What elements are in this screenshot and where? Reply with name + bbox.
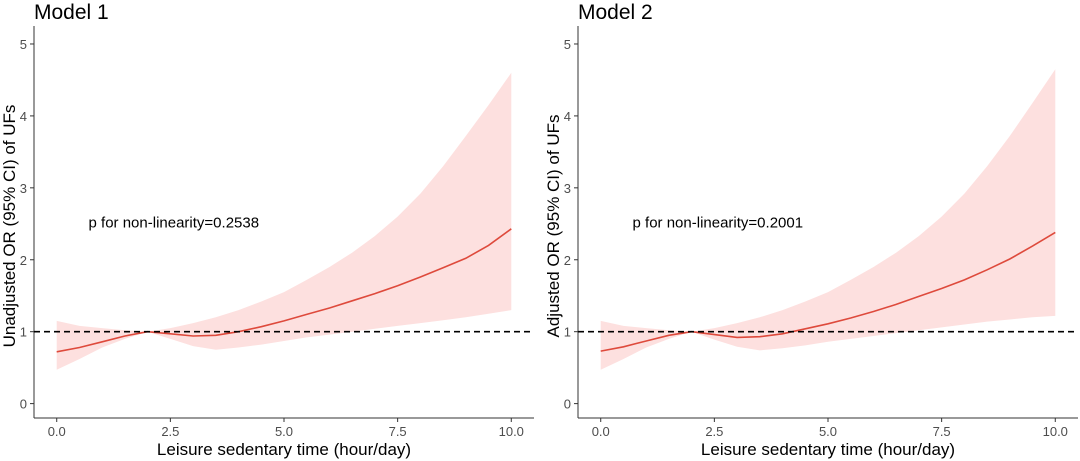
non-linearity-annotation: p for non-linearity=0.2538 [89, 214, 260, 231]
x-tick-label: 5.0 [819, 424, 837, 439]
y-tick-label: 1 [20, 325, 27, 340]
y-tick-label: 5 [564, 37, 571, 52]
y-tick-label: 5 [20, 37, 27, 52]
x-tick-label: 0.0 [48, 424, 66, 439]
y-tick-label: 1 [564, 325, 571, 340]
or-curve [600, 231, 1056, 352]
chart-title: Model 1 [34, 1, 109, 24]
x-tick-label: 10.0 [499, 424, 524, 439]
or-curve [56, 228, 512, 353]
y-axis-title: Adjusted OR (95% CI) of UFs [544, 115, 563, 338]
x-tick-label: 7.5 [389, 424, 407, 439]
y-tick-label: 2 [564, 253, 571, 268]
chart-title: Model 2 [578, 1, 653, 24]
x-tick-label: 2.5 [705, 424, 723, 439]
x-tick-label: 10.0 [1043, 424, 1068, 439]
y-tick-label: 0 [564, 397, 571, 412]
x-tick-label: 5.0 [275, 424, 293, 439]
panel-model-1: Model 1 Unadjusted OR (95% CI) of UFs Le… [0, 1, 534, 459]
x-axis-title: Leisure sedentary time (hour/day) [701, 440, 955, 459]
x-tick-label: 0.0 [592, 424, 610, 439]
x-axis-title: Leisure sedentary time (hour/day) [157, 440, 411, 459]
y-tick-label: 3 [20, 181, 27, 196]
y-tick-label: 4 [564, 109, 571, 124]
y-axis-title: Unadjusted OR (95% CI) of UFs [0, 105, 19, 348]
y-tick-label: 3 [564, 181, 571, 196]
confidence-band [56, 72, 512, 370]
y-tick-label: 0 [20, 397, 27, 412]
non-linearity-annotation: p for non-linearity=0.2001 [633, 214, 804, 231]
panel-model-2: Model 2 Adjusted OR (95% CI) of UFs Leis… [544, 1, 1078, 459]
y-tick-label: 4 [20, 109, 27, 124]
confidence-band [600, 69, 1056, 370]
y-tick-label: 2 [20, 253, 27, 268]
x-tick-label: 2.5 [161, 424, 179, 439]
x-tick-label: 7.5 [933, 424, 951, 439]
